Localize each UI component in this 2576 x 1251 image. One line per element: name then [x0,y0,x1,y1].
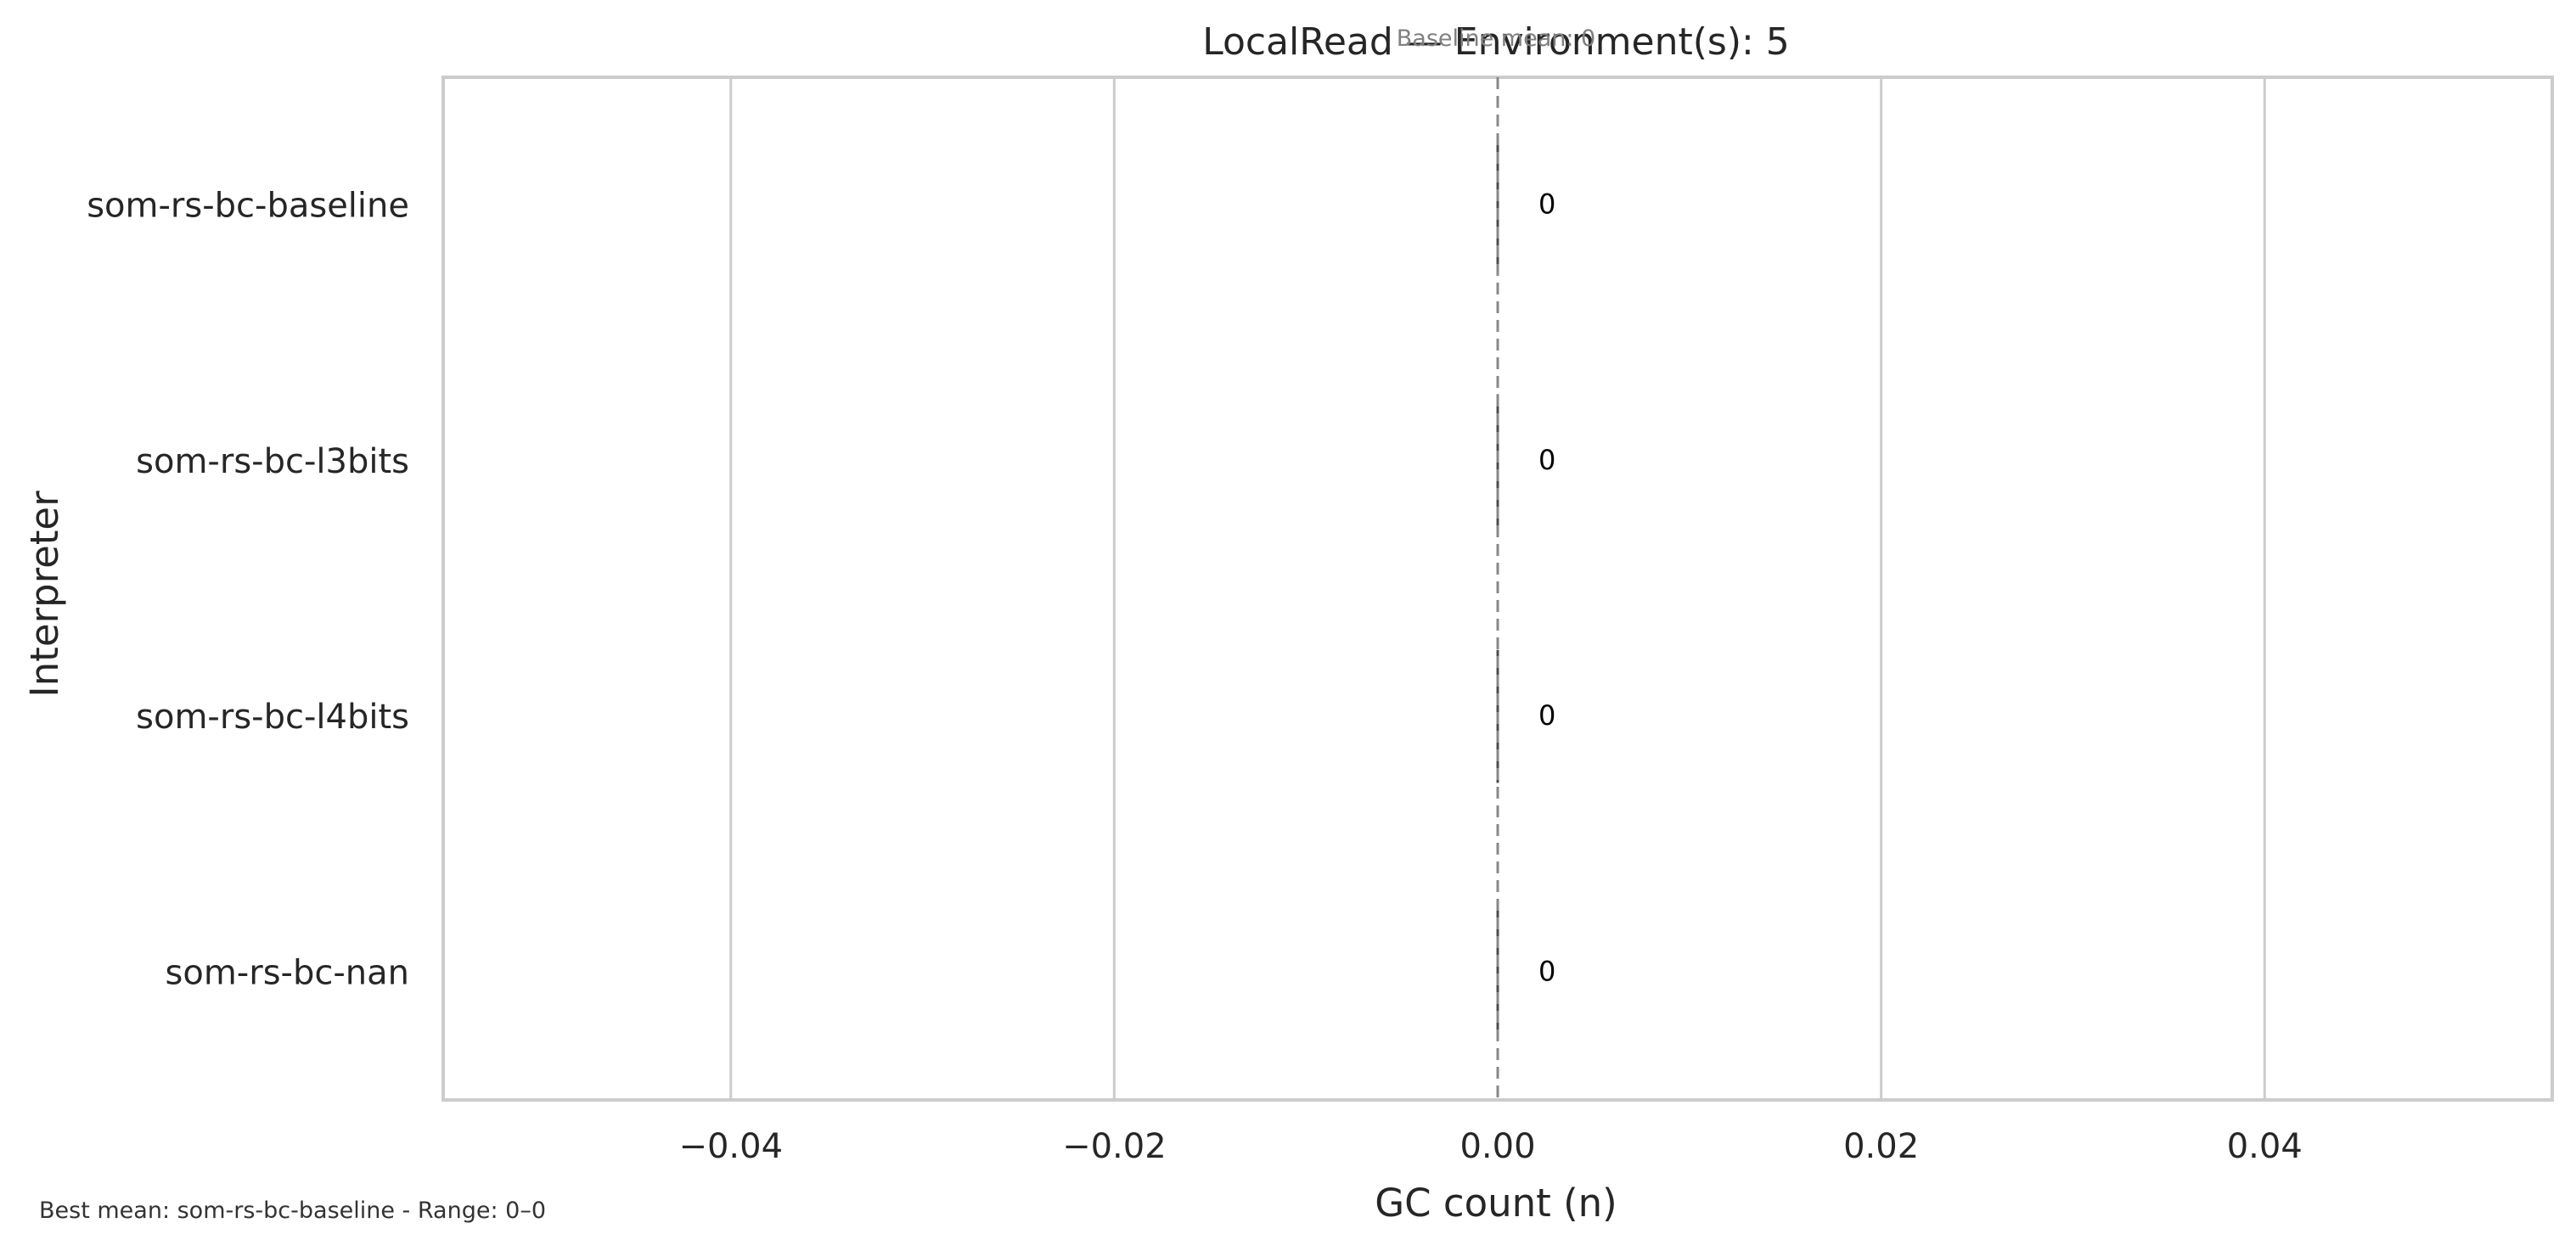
x-axis-label: GC count (n) [1375,1181,1617,1226]
chart-title: LocalRead — Environment(s): 5 [1202,20,1790,64]
x-tick-label-4: 0.04 [2227,1127,2303,1166]
x-tick-labels: −0.04 −0.02 0.00 0.02 0.04 [678,1127,2302,1166]
y-tick-label-1: som-rs-bc-l3bits [136,442,409,481]
grid-lines [729,77,2266,1100]
y-axis-label: Interpreter [22,491,67,698]
x-tick-label-3: 0.02 [1843,1127,1919,1166]
x-tick-label-0: −0.04 [678,1127,783,1166]
value-label-0: 0 [1538,188,1555,221]
value-labels: 0 0 0 0 [1538,188,1555,988]
y-tick-label-3: som-rs-bc-nan [166,953,409,992]
y-tick-label-2: som-rs-bc-l4bits [136,698,409,737]
baseline-mean-annotation: Baseline mean: 0 [1397,25,1595,52]
value-label-2: 0 [1538,699,1555,732]
value-label-3: 0 [1538,955,1555,987]
bar-0 [1496,138,1499,272]
y-tick-label-0: som-rs-bc-baseline [87,187,409,226]
y-tick-labels: som-rs-bc-baseline som-rs-bc-l3bits som-rs… [87,187,409,993]
x-tick-label-2: 0.00 [1460,1127,1535,1166]
footer-note: Best mean: som-rs-bc-baseline - Range: 0… [39,1198,546,1224]
x-tick-label-1: −0.02 [1062,1127,1167,1166]
bar-3 [1496,906,1499,1039]
value-label-1: 0 [1538,444,1555,476]
